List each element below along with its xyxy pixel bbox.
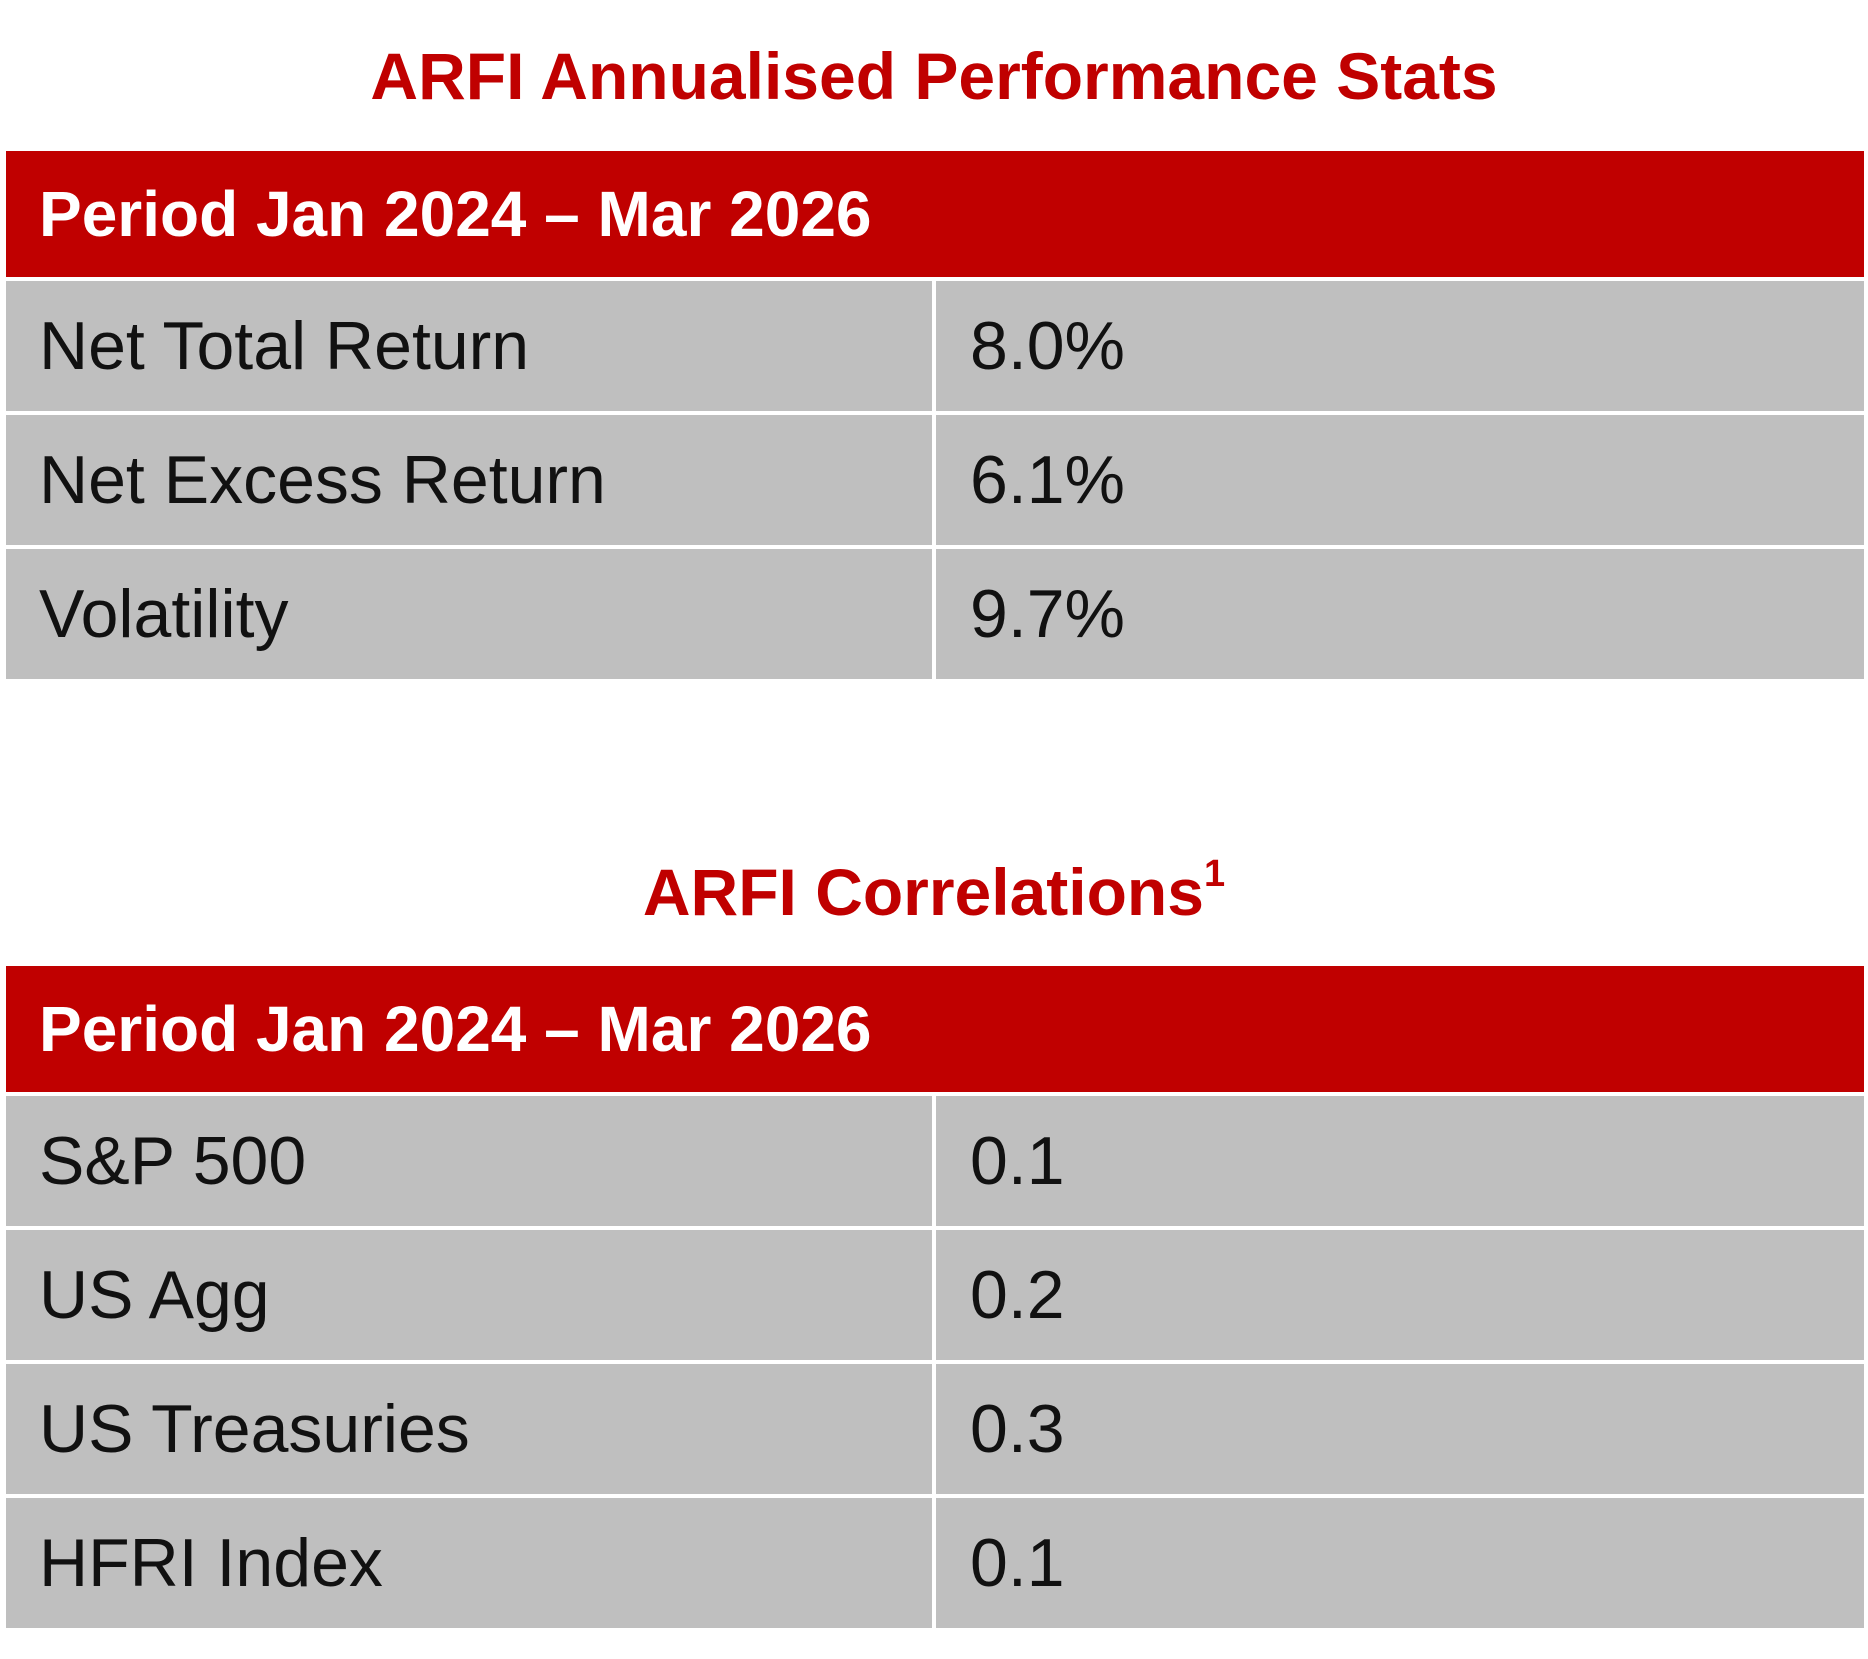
footnote-marker: 1 (1203, 853, 1226, 895)
performance-table-header: Period Jan 2024 – Mar 2026 (6, 151, 1864, 277)
row-value: 0.2 (936, 1230, 1864, 1360)
row-value: 8.0% (936, 281, 1864, 411)
correlations-title: ARFI Correlations1 (0, 852, 1868, 932)
table-row: US Agg 0.2 (6, 1230, 1864, 1360)
row-value: 9.7% (936, 549, 1864, 679)
correlations-table: Period Jan 2024 – Mar 2026 S&P 500 0.1 U… (6, 966, 1864, 1628)
table-row: S&P 500 0.1 (6, 1096, 1864, 1226)
correlations-title-text: ARFI Correlations (642, 855, 1204, 929)
row-value: 6.1% (936, 415, 1864, 545)
row-label: S&P 500 (6, 1096, 932, 1226)
performance-table: Period Jan 2024 – Mar 2026 Net Total Ret… (6, 151, 1864, 679)
table-row: Net Excess Return 6.1% (6, 415, 1864, 545)
performance-period-label: Period Jan 2024 – Mar 2026 (39, 178, 872, 250)
row-value: 0.1 (936, 1096, 1864, 1226)
row-value: 0.1 (936, 1498, 1864, 1628)
row-label: HFRI Index (6, 1498, 932, 1628)
table-row: Net Total Return 8.0% (6, 281, 1864, 411)
table-row: US Treasuries 0.3 (6, 1364, 1864, 1494)
row-label: Net Excess Return (6, 415, 932, 545)
correlations-period-label: Period Jan 2024 – Mar 2026 (39, 993, 872, 1065)
performance-title-text: ARFI Annualised Performance Stats (370, 39, 1498, 113)
performance-title: ARFI Annualised Performance Stats (0, 36, 1868, 116)
row-value: 0.3 (936, 1364, 1864, 1494)
table-row: Volatility 9.7% (6, 549, 1864, 679)
row-label: Volatility (6, 549, 932, 679)
row-label: Net Total Return (6, 281, 932, 411)
row-label: US Treasuries (6, 1364, 932, 1494)
row-label: US Agg (6, 1230, 932, 1360)
correlations-table-header: Period Jan 2024 – Mar 2026 (6, 966, 1864, 1092)
table-row: HFRI Index 0.1 (6, 1498, 1864, 1628)
